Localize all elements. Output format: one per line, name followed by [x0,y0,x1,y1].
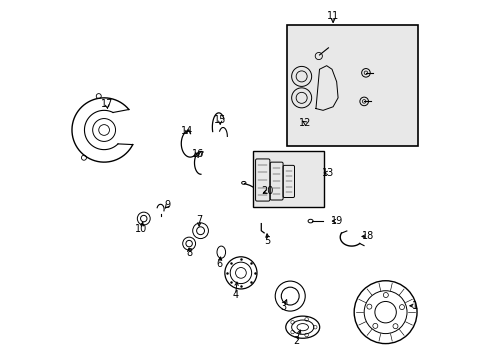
Text: 4: 4 [232,290,238,300]
Text: 7: 7 [196,215,202,225]
Text: 8: 8 [186,248,192,258]
Text: 1: 1 [411,301,417,311]
Text: 11: 11 [326,12,339,21]
FancyBboxPatch shape [252,152,324,207]
Text: 6: 6 [216,259,222,269]
Text: 13: 13 [322,168,334,178]
Text: 5: 5 [264,236,270,246]
Text: 12: 12 [299,118,311,128]
Text: 15: 15 [214,115,226,125]
Text: 17: 17 [101,99,113,109]
Text: 20: 20 [261,186,273,197]
FancyBboxPatch shape [286,24,417,146]
Text: 3: 3 [280,302,286,312]
Text: 19: 19 [330,216,342,226]
Text: 16: 16 [192,149,204,159]
Text: 2: 2 [293,337,299,346]
Text: 10: 10 [135,224,147,234]
Text: 9: 9 [164,200,170,210]
Text: 18: 18 [361,231,373,242]
Text: 14: 14 [180,126,192,136]
